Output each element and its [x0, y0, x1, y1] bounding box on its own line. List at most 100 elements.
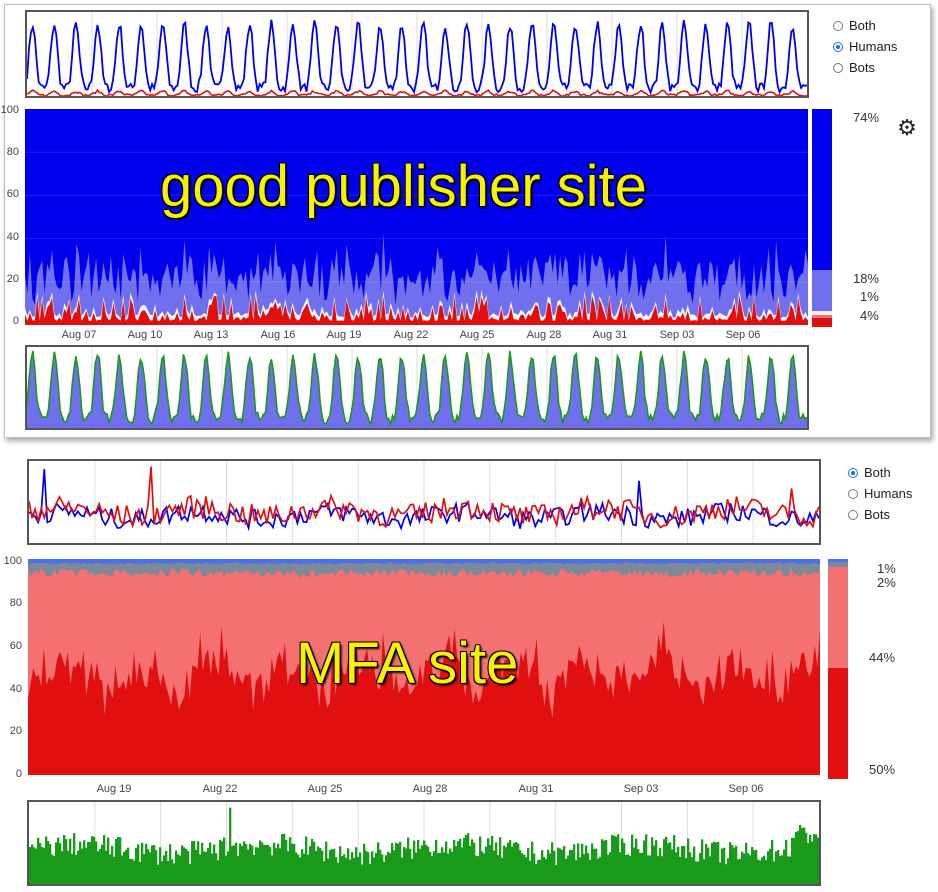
detail-bar: [393, 850, 396, 884]
detail-bar: [161, 861, 164, 884]
detail-bar: [291, 843, 294, 884]
bottom-detail-chart[interactable]: [27, 800, 821, 886]
detail-bar: [389, 853, 392, 884]
detail-bar: [781, 855, 784, 884]
legend-segment: [812, 311, 832, 315]
detail-bar: [759, 860, 762, 884]
detail-bar: [619, 852, 622, 884]
detail-bar: [699, 852, 702, 884]
detail-bar: [413, 840, 416, 884]
detail-bar: [707, 847, 710, 884]
x-tick: Sep 06: [728, 783, 764, 795]
detail-bar: [29, 847, 32, 884]
detail-bar: [529, 860, 532, 884]
radio-bots-dot[interactable]: [833, 62, 843, 73]
detail-bar: [495, 842, 498, 884]
detail-bar: [635, 838, 638, 884]
detail-bar: [695, 861, 698, 884]
radio-humans-dot[interactable]: [848, 488, 858, 499]
radio-humans[interactable]: Humans: [848, 483, 912, 504]
detail-bar: [701, 839, 704, 884]
top-detail-chart[interactable]: [25, 345, 809, 430]
detail-bar: [647, 855, 650, 884]
radio-both[interactable]: Both: [848, 462, 912, 483]
detail-bar: [537, 859, 540, 884]
detail-bar: [157, 864, 160, 884]
detail-bar: [507, 842, 510, 884]
detail-bar: [533, 853, 536, 884]
detail-bar: [127, 847, 130, 884]
radio-bots-dot[interactable]: [848, 509, 858, 520]
bottom-view-selector: Both Humans Bots: [848, 462, 912, 525]
detail-bar: [551, 842, 554, 884]
detail-bar: [387, 851, 390, 884]
detail-bar: [215, 853, 218, 884]
detail-bar: [199, 854, 202, 884]
detail-bar: [813, 834, 816, 884]
detail-bar: [595, 848, 598, 884]
detail-bar: [261, 842, 264, 884]
x-tick: Aug 19: [326, 329, 362, 341]
detail-bar: [335, 857, 338, 884]
detail-bar: [77, 850, 80, 884]
detail-bar: [219, 839, 222, 884]
detail-bar: [269, 847, 272, 884]
detail-bar: [509, 840, 512, 884]
detail-bar: [409, 848, 412, 884]
detail-bar: [343, 854, 346, 884]
radio-both-dot[interactable]: [833, 20, 843, 31]
radio-bots[interactable]: Bots: [833, 57, 897, 78]
detail-bar: [173, 863, 176, 884]
series-line-bots: [29, 466, 819, 529]
detail-bar: [681, 846, 684, 884]
detail-bar: [35, 848, 38, 884]
detail-bar: [545, 859, 548, 884]
legend-label: 74%: [853, 110, 880, 125]
detail-bar: [623, 842, 626, 884]
detail-bar: [245, 844, 248, 884]
detail-bar: [449, 848, 452, 884]
detail-bar: [149, 852, 152, 884]
top-overview-chart[interactable]: [25, 10, 809, 98]
detail-bar: [379, 849, 382, 884]
radio-both[interactable]: Both: [833, 15, 897, 36]
detail-bar: [397, 843, 400, 884]
detail-bar: [285, 839, 288, 884]
x-tick: Aug 25: [307, 783, 343, 795]
detail-bar: [693, 846, 696, 884]
radio-bots-label: Bots: [849, 60, 876, 75]
radio-both-dot[interactable]: [848, 467, 858, 478]
top-composition-chart[interactable]: [25, 109, 808, 325]
detail-bar: [119, 837, 122, 884]
bottom-overview-chart[interactable]: [27, 459, 821, 545]
detail-bar: [211, 853, 214, 884]
detail-bar: [697, 861, 700, 884]
y-tick: 60: [6, 188, 19, 200]
gear-icon[interactable]: ⚙: [897, 115, 917, 140]
detail-bar: [93, 836, 96, 884]
detail-bar: [643, 840, 646, 884]
detail-bar: [39, 843, 42, 884]
detail-bar: [229, 807, 232, 884]
detail-bar: [739, 858, 742, 884]
detail-bar: [91, 836, 94, 884]
detail-bar: [589, 859, 592, 884]
detail-bar: [755, 849, 758, 884]
detail-bar: [71, 853, 74, 884]
radio-humans-dot[interactable]: [833, 41, 843, 52]
detail-bar: [309, 846, 312, 884]
detail-bar: [147, 849, 150, 884]
detail-bar: [715, 842, 718, 884]
detail-bar: [73, 833, 76, 884]
top-composition-plot: [25, 109, 808, 325]
detail-bar: [639, 852, 642, 884]
radio-bots-label: Bots: [864, 507, 891, 522]
radio-humans[interactable]: Humans: [833, 36, 897, 57]
detail-bar: [177, 854, 180, 884]
detail-bar: [513, 843, 516, 884]
radio-bots[interactable]: Bots: [848, 504, 912, 525]
x-tick: Aug 28: [526, 329, 562, 341]
detail-bar: [143, 854, 146, 884]
bottom-composition-chart[interactable]: [28, 559, 820, 775]
detail-bar: [687, 838, 690, 884]
